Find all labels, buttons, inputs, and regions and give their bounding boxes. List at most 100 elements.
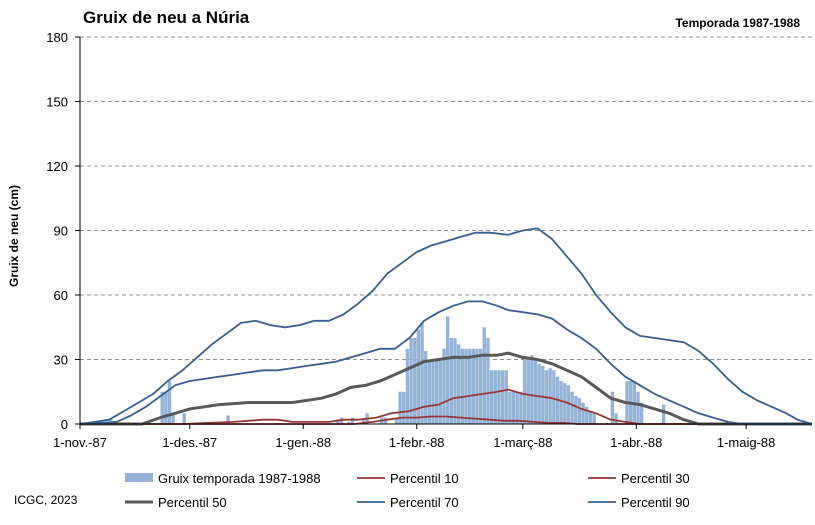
bar: [610, 391, 615, 424]
bar: [497, 370, 501, 424]
y-tick-label: 180: [46, 30, 68, 45]
x-tick-label: 1-gen.-88: [275, 435, 331, 450]
series-line-1: [80, 388, 812, 425]
bar: [563, 383, 567, 424]
y-tick-label: 120: [46, 159, 68, 174]
bar: [431, 359, 435, 424]
bar: [460, 348, 464, 424]
bar: [409, 338, 413, 424]
bar: [456, 344, 461, 424]
bar: [581, 402, 585, 424]
bar: [226, 415, 230, 424]
x-tick-labels: 1-nov.-87 1-des.-87 1-gen.-88 1-febr.-88 1-m…: [53, 424, 775, 450]
bar: [522, 359, 527, 424]
bar: [416, 329, 421, 424]
legend-label: Gruix temporada 1987-1988: [158, 471, 321, 486]
bar: [577, 398, 582, 424]
bar: [636, 391, 640, 424]
bar: [552, 370, 556, 424]
bar: [427, 359, 432, 424]
bar: [446, 316, 450, 424]
legend-label: Percentil 10: [390, 471, 459, 486]
bar: [639, 402, 644, 424]
bar: [171, 413, 175, 424]
bar: [570, 391, 574, 424]
legend-label: Percentil 30: [621, 471, 690, 486]
bar: [167, 381, 172, 424]
bar: [420, 322, 424, 424]
bar: [500, 370, 505, 424]
chart-title: Gruix de neu a Núria: [83, 8, 250, 27]
gridlines: [80, 36, 812, 360]
bar: [489, 370, 494, 424]
bar: [566, 385, 571, 424]
credit-text: ICGC, 2023: [14, 493, 78, 507]
bar: [438, 359, 443, 424]
bar: [559, 381, 563, 424]
bar: [478, 348, 483, 424]
series-line-4: [79, 300, 812, 425]
bar: [398, 391, 402, 424]
bar: [530, 355, 534, 424]
bar: [361, 419, 366, 424]
legend: Gruix temporada 1987-1988 Percentil 10 Per…: [125, 471, 690, 510]
bar: [394, 417, 399, 424]
bar: [182, 413, 186, 424]
bar: [541, 365, 545, 424]
bar: [504, 370, 508, 424]
bar: [413, 338, 417, 424]
x-tick-label: 1-nov.-87: [53, 435, 107, 450]
bar: [614, 413, 618, 424]
bar: [160, 391, 164, 424]
bar: [537, 363, 541, 424]
y-tick-label: 0: [61, 417, 68, 432]
legend-label: Percentil 90: [621, 495, 690, 510]
bar: [526, 359, 530, 424]
x-tick-label: 1-març-88: [493, 435, 552, 450]
x-tick-label: 1-abr.-88: [610, 435, 662, 450]
x-tick-label: 1-des.-87: [162, 435, 217, 450]
bar: [515, 391, 519, 424]
x-tick-label: 1-maig-88: [717, 435, 776, 450]
bar: [350, 417, 355, 424]
y-tick-label: 60: [54, 288, 68, 303]
bar: [164, 391, 168, 424]
chart-subtitle: Temporada 1987-1988: [675, 16, 800, 30]
y-axis-label: Gruix de neu (cm): [7, 185, 21, 287]
bar: [585, 406, 589, 424]
bar: [574, 396, 578, 424]
bar: [453, 338, 457, 424]
bar: [592, 413, 596, 424]
legend-swatch-bar: [125, 473, 153, 482]
bar: [661, 404, 666, 424]
bar: [347, 421, 351, 424]
bar: [435, 359, 439, 424]
bar: [511, 391, 516, 424]
bar: [424, 350, 428, 424]
bar: [548, 368, 552, 424]
bar: [449, 338, 454, 424]
series-line-5: [79, 227, 813, 425]
y-tick-label: 150: [46, 95, 68, 110]
x-tick-label: 1-febr.-88: [389, 435, 445, 450]
bar: [493, 370, 497, 424]
y-tick-label: 90: [54, 224, 68, 239]
bar: [467, 348, 472, 424]
bar: [336, 419, 340, 424]
bar: [533, 359, 538, 424]
bar: [464, 348, 468, 424]
bar: [519, 391, 523, 424]
y-tick-labels: 0 30 60 90 120 150 180: [46, 30, 80, 432]
bar: [508, 391, 512, 424]
bar: [486, 338, 490, 424]
y-tick-label: 30: [54, 353, 68, 368]
bar: [588, 411, 593, 424]
bar: [405, 348, 410, 424]
series-line-3: [80, 351, 812, 426]
legend-label: Percentil 70: [390, 495, 459, 510]
legend-label: Percentil 50: [158, 495, 227, 510]
bar: [442, 348, 446, 424]
bar: [402, 391, 406, 424]
bar: [471, 348, 475, 424]
